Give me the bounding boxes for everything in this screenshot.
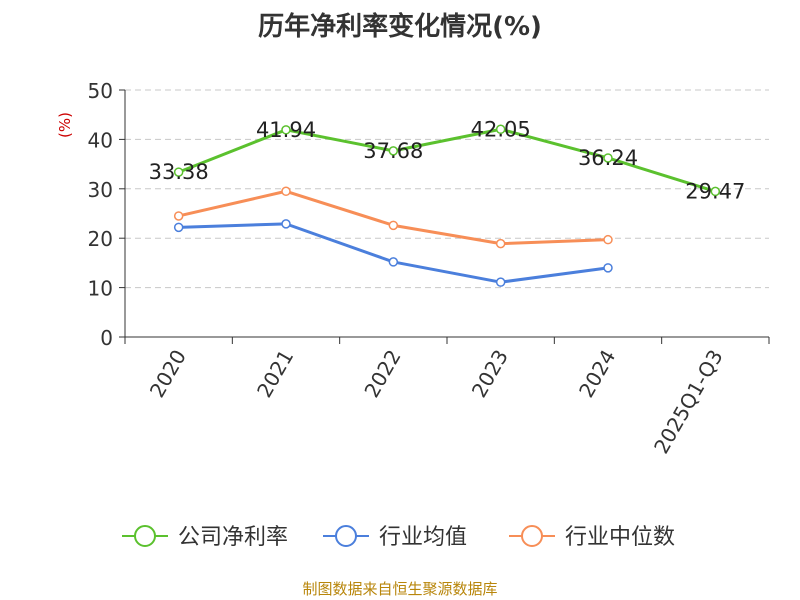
chart-title: 历年净利率变化情况(%) [258,12,542,42]
legend-item[interactable]: 公司净利率 [122,525,288,550]
data-point [281,125,291,135]
legend-marker [521,525,543,547]
series-line [178,222,609,284]
data-point [495,124,506,135]
data-point [388,257,399,267]
legend-marker [134,525,156,547]
series-lines [173,124,721,287]
data-point [173,211,184,221]
x-tick-label: 2022 [359,346,405,402]
data-source-note: 制图数据来自恒生聚源数据库 [302,580,498,598]
y-tick-label: 50 [88,79,113,103]
data-point [603,153,613,163]
x-tick-label: 2020 [145,346,191,402]
data-point [281,219,291,229]
data-point [603,263,613,273]
y-tick-label: 10 [88,277,113,301]
legend[interactable]: 公司净利率 行业均值 行业中位数 [122,525,675,550]
axes: 0 10 20 30 40 50 (%) 2020 2021 2022 2023 2024 2025Q1… [56,79,770,458]
data-point [710,186,721,197]
legend-item[interactable]: 行业中位数 [509,525,675,550]
x-tick-label: 2025Q1-Q3 [649,346,728,458]
data-label: 42.05 [471,117,531,141]
y-axis-title: (%) [56,112,74,138]
y-tick-label: 30 [88,178,113,202]
data-label: 33.38 [149,160,209,184]
data-point [281,186,291,197]
grid-lines [125,89,769,289]
data-label: 41.94 [256,118,316,142]
data-point [603,234,613,245]
data-point [173,167,184,177]
legend-label: 行业均值 [379,525,467,550]
data-label: 36.24 [578,146,638,170]
y-tick-label: 0 [100,326,113,350]
data-labels: 33.38 41.94 37.68 42.05 36.24 29.47 [149,117,746,203]
data-label: 29.47 [685,179,745,203]
data-point [388,146,399,156]
y-tick-label: 20 [88,227,113,251]
series-line [178,127,716,193]
x-tick-label: 2023 [467,345,513,401]
data-label: 37.68 [363,139,423,163]
legend-label: 公司净利率 [178,525,288,550]
data-point [495,238,506,249]
y-tick-label: 40 [88,128,113,152]
data-point [495,277,506,287]
data-point [173,222,184,233]
series-line [178,189,609,246]
legend-label: 行业中位数 [565,525,675,550]
data-point [388,220,399,231]
legend-item[interactable]: 行业均值 [323,525,467,550]
x-tick-label: 2021 [252,346,298,402]
x-tick-label: 2024 [574,346,620,402]
legend-marker [335,525,357,547]
